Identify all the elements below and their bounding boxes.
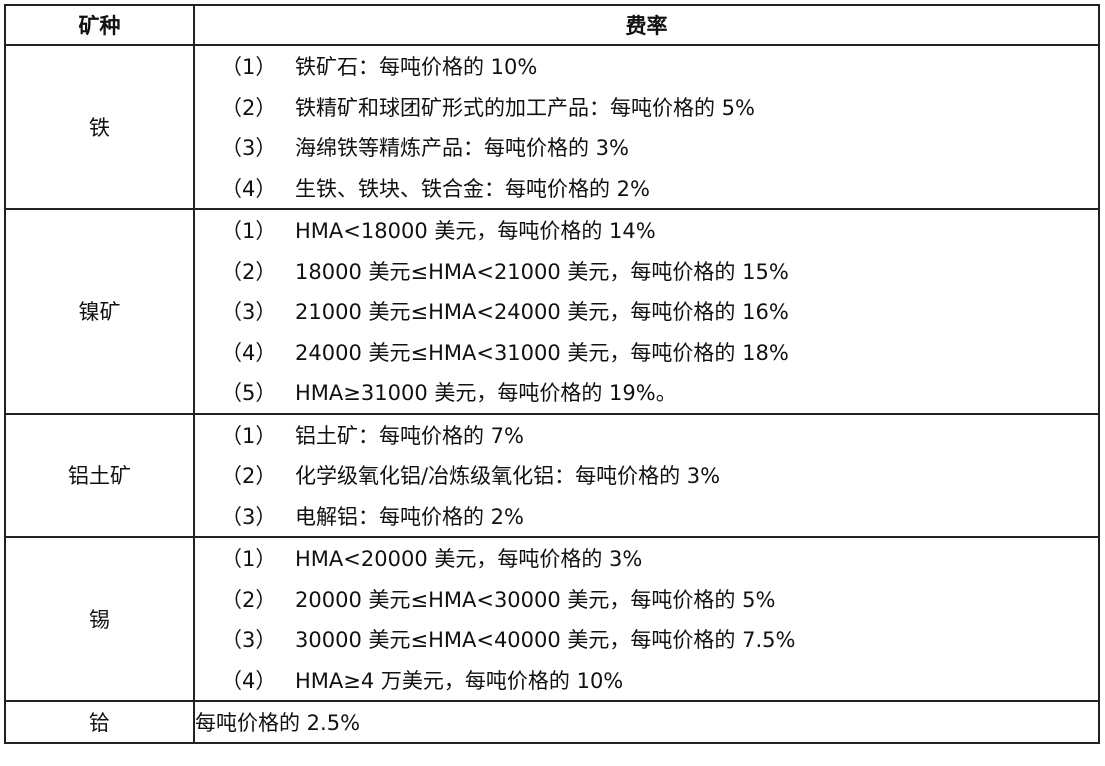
- mineral-name: 铪: [4, 700, 195, 744]
- rate-text: 每吨价格的 2.5%: [193, 700, 1100, 744]
- mineral-name: 锡: [4, 536, 195, 702]
- rate-item-text: HMA≥31000 美元，每吨价格的 19%。: [295, 381, 677, 406]
- table-row: 锡 （1） HMA<20000 美元，每吨价格的 3% （2） 20000 美元≤HMA…: [4, 536, 1100, 702]
- rate-item: （4） 24000 美元≤HMA<31000 美元，每吨价格的 18%: [195, 332, 1098, 373]
- royalty-rate-table: 矿种 费率 铁 （1） 铁矿石：每吨价格的 10% （2） 铁精矿和球团矿形式的加工产品…: [4, 4, 1100, 744]
- table-row: 铝土矿 （1） 铝土矿：每吨价格的 7% （2） 化学级氧化铝/冶炼级氧化铝：每吨价格的…: [4, 412, 1100, 538]
- rate-item-index: （2）: [221, 95, 277, 120]
- rate-item-index: （3）: [221, 628, 277, 653]
- mineral-name: 铁: [4, 44, 195, 210]
- rate-item-text: 铝土矿：每吨价格的 7%: [295, 423, 524, 448]
- rate-item-index: （4）: [221, 668, 277, 693]
- rate-list: （1） 铁矿石：每吨价格的 10% （2） 铁精矿和球团矿形式的加工产品：每吨价格的 …: [193, 44, 1100, 210]
- rate-list: （1） 铝土矿：每吨价格的 7% （2） 化学级氧化铝/冶炼级氧化铝：每吨价格的 3%…: [193, 412, 1100, 538]
- header-mineral: 矿种: [4, 4, 195, 46]
- rate-item: （2） 18000 美元≤HMA<21000 美元，每吨价格的 15%: [195, 251, 1098, 292]
- rate-item-index: （2）: [221, 259, 277, 284]
- table-row: 铪每吨价格的 2.5%: [4, 700, 1100, 744]
- rate-item-index: （1）: [221, 547, 277, 572]
- rate-item: （3） 21000 美元≤HMA<24000 美元，每吨价格的 16%: [195, 291, 1098, 332]
- rate-item-text: 铁精矿和球团矿形式的加工产品：每吨价格的 5%: [295, 95, 755, 120]
- rate-item-index: （5）: [221, 381, 277, 406]
- rate-item-index: （2）: [221, 587, 277, 612]
- rate-item-text: 30000 美元≤HMA<40000 美元，每吨价格的 7.5%: [295, 628, 796, 653]
- rate-item: （1） 铁矿石：每吨价格的 10%: [195, 46, 1098, 87]
- mineral-name: 铝土矿: [4, 412, 195, 538]
- rate-item: （1） HMA<18000 美元，每吨价格的 14%: [195, 210, 1098, 251]
- rate-item-text: 18000 美元≤HMA<21000 美元，每吨价格的 15%: [295, 259, 789, 284]
- rate-item: （4） 生铁、铁块、铁合金：每吨价格的 2%: [195, 168, 1098, 209]
- rate-item-text: 海绵铁等精炼产品：每吨价格的 3%: [295, 136, 629, 161]
- rate-item-text: HMA<20000 美元，每吨价格的 3%: [295, 547, 643, 572]
- rate-list: （1） HMA<20000 美元，每吨价格的 3% （2） 20000 美元≤HMA<…: [193, 536, 1100, 702]
- rate-item: （3） 海绵铁等精炼产品：每吨价格的 3%: [195, 127, 1098, 168]
- rate-item-text: 20000 美元≤HMA<30000 美元，每吨价格的 5%: [295, 587, 776, 612]
- rate-item: （3） 电解铝：每吨价格的 2%: [195, 496, 1098, 537]
- header-row: 矿种 费率: [4, 4, 1100, 46]
- rate-item-text: 电解铝：每吨价格的 2%: [295, 504, 524, 529]
- rate-item: （2） 20000 美元≤HMA<30000 美元，每吨价格的 5%: [195, 579, 1098, 620]
- rate-item: （2） 铁精矿和球团矿形式的加工产品：每吨价格的 5%: [195, 87, 1098, 128]
- rate-item-index: （4）: [221, 176, 277, 201]
- rate-item: （5） HMA≥31000 美元，每吨价格的 19%。: [195, 372, 1098, 413]
- rate-item-index: （3）: [221, 300, 277, 325]
- table-row: 镍矿 （1） HMA<18000 美元，每吨价格的 14% （2） 18000 美元≤H…: [4, 208, 1100, 415]
- rate-item: （1） 铝土矿：每吨价格的 7%: [195, 415, 1098, 456]
- rate-item-text: 化学级氧化铝/冶炼级氧化铝：每吨价格的 3%: [295, 464, 721, 489]
- rate-item-text: 生铁、铁块、铁合金：每吨价格的 2%: [295, 176, 650, 201]
- rate-item-index: （2）: [221, 464, 277, 489]
- rate-item-text: 24000 美元≤HMA<31000 美元，每吨价格的 18%: [295, 340, 789, 365]
- rate-item-text: HMA<18000 美元，每吨价格的 14%: [295, 219, 656, 244]
- rate-item: （4） HMA≥4 万美元，每吨价格的 10%: [195, 660, 1098, 701]
- rate-item-index: （3）: [221, 136, 277, 161]
- table-row: 铁 （1） 铁矿石：每吨价格的 10% （2） 铁精矿和球团矿形式的加工产品：每吨价格的…: [4, 44, 1100, 210]
- rate-item-index: （1）: [221, 55, 277, 80]
- rate-item-text: 21000 美元≤HMA<24000 美元，每吨价格的 16%: [295, 300, 789, 325]
- rate-item-index: （4）: [221, 340, 277, 365]
- rate-item-text: 铁矿石：每吨价格的 10%: [295, 55, 538, 80]
- header-rate: 费率: [193, 4, 1100, 46]
- rate-list: （1） HMA<18000 美元，每吨价格的 14% （2） 18000 美元≤HMA…: [193, 208, 1100, 415]
- rate-item-index: （3）: [221, 504, 277, 529]
- rate-item-index: （1）: [221, 219, 277, 244]
- rate-item: （2） 化学级氧化铝/冶炼级氧化铝：每吨价格的 3%: [195, 455, 1098, 496]
- mineral-name: 镍矿: [4, 208, 195, 415]
- rate-item: （1） HMA<20000 美元，每吨价格的 3%: [195, 538, 1098, 579]
- rate-item-text: HMA≥4 万美元，每吨价格的 10%: [295, 668, 624, 693]
- rate-item: （3） 30000 美元≤HMA<40000 美元，每吨价格的 7.5%: [195, 619, 1098, 660]
- rate-item-index: （1）: [221, 423, 277, 448]
